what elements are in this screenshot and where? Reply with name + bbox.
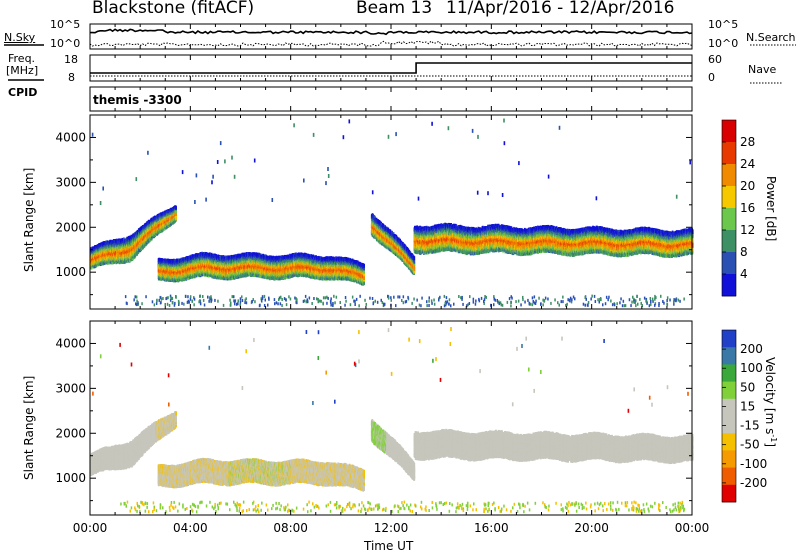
rti-plot: 1000200030004000 282420161284100020003000… [0,0,800,554]
nsky-line [90,29,692,34]
freq-line [90,63,692,73]
